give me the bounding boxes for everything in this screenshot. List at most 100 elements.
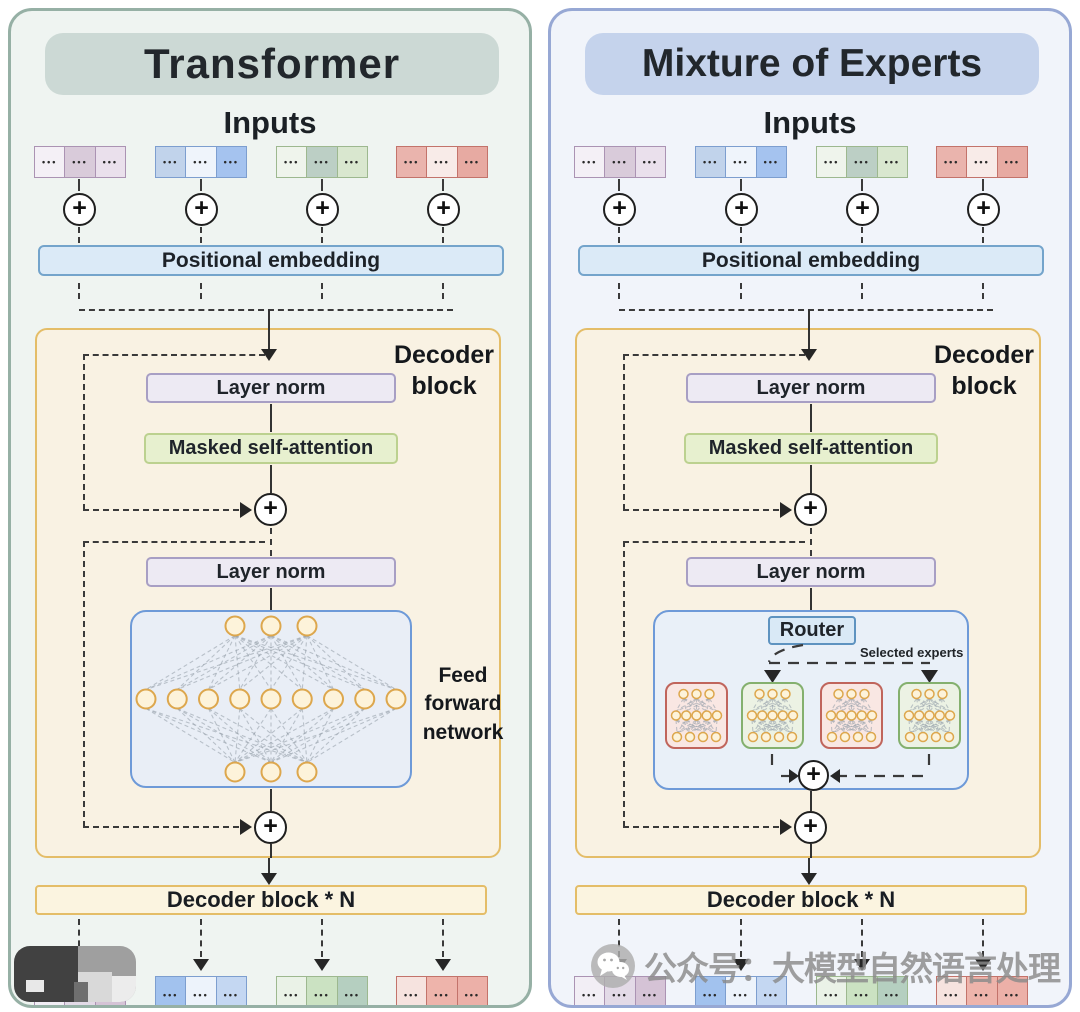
connector-line: [810, 465, 813, 493]
add-icon: +: [427, 193, 460, 226]
down-arrow-icon: [261, 873, 277, 885]
skip-connection-dashed: [623, 354, 805, 356]
token-cell: •••: [966, 147, 997, 177]
title-banner: Transformer: [45, 33, 499, 95]
censored-logo: [14, 946, 136, 1002]
inputs-label: Inputs: [223, 105, 317, 140]
token-cell: •••: [817, 977, 847, 1005]
down-arrow-icon: [193, 959, 209, 971]
skip-connection-dashed: [623, 541, 805, 543]
token-group: •••••••••: [695, 976, 787, 1005]
token-cell: •••: [277, 977, 307, 1005]
token-cell: •••: [306, 147, 337, 177]
connector-line: [270, 844, 273, 858]
decoder-block-n-bar: Decoder block * N: [575, 885, 1027, 915]
token-cell: •••: [876, 977, 907, 1005]
token-cell: •••: [185, 147, 216, 177]
expert-network-box: [741, 682, 804, 749]
token-cell: •••: [937, 147, 967, 177]
expert-merge-add-icon: +: [798, 760, 829, 791]
skip-connection-dashed: [623, 541, 625, 827]
token-cell: •••: [755, 977, 786, 1005]
connector-line: [861, 227, 863, 243]
token-group: •••••••••: [155, 976, 247, 1005]
connector-line: [618, 919, 620, 957]
connector-line: [618, 179, 620, 191]
connector-line: [268, 858, 271, 874]
selected-experts-label: Selected experts: [860, 645, 964, 660]
token-cell: •••: [575, 147, 605, 177]
token-cell: •••: [426, 147, 457, 177]
connector-line: [861, 919, 863, 957]
connector-line: [78, 227, 80, 243]
token-group: •••••••••: [155, 146, 247, 178]
token-cell: •••: [604, 147, 635, 177]
down-arrow-icon: [435, 959, 451, 971]
connector-line: [78, 919, 80, 957]
decoder-block-n-bar: Decoder block * N: [35, 885, 487, 915]
skip-connection-dashed: [83, 354, 265, 356]
connector-line: [810, 791, 813, 811]
token-cell: •••: [996, 147, 1027, 177]
down-arrow-icon: [854, 959, 870, 971]
token-cell: •••: [426, 977, 457, 1005]
token-cell: •••: [185, 977, 216, 1005]
connector-line: [740, 919, 742, 957]
token-cell: •••: [634, 147, 665, 177]
connector-line: [808, 309, 811, 351]
token-cell: •••: [725, 977, 756, 1005]
token-cell: •••: [156, 147, 186, 177]
connector-line: [982, 227, 984, 243]
connector-line: [618, 283, 620, 299]
connector-line: [861, 179, 863, 191]
token-cell: •••: [937, 977, 967, 1005]
panel-title: Mixture of Experts: [641, 42, 983, 85]
down-arrow-icon: [261, 349, 277, 361]
token-cell: •••: [156, 977, 186, 1005]
connector-line: [270, 528, 272, 556]
token-cell: •••: [876, 147, 907, 177]
connector-line: [740, 283, 742, 299]
connector-line: [270, 588, 273, 610]
token-cell: •••: [64, 147, 95, 177]
token-cell: •••: [755, 147, 786, 177]
layer-norm-box: Layer norm: [146, 373, 396, 403]
positional-embedding-bar: Positional embedding: [578, 245, 1044, 276]
right-arrow-icon: [780, 502, 792, 518]
token-cell: •••: [725, 147, 756, 177]
token-group: •••••••••: [574, 976, 666, 1005]
merge-dashed-line: [79, 309, 453, 311]
token-group: •••••••••: [276, 976, 368, 1005]
connector-line: [200, 227, 202, 243]
token-group: •••••••••: [396, 146, 488, 178]
token-cell: •••: [94, 147, 125, 177]
token-cell: •••: [35, 147, 65, 177]
connector-line: [78, 179, 80, 191]
skip-connection-dashed: [83, 509, 239, 511]
expert-network-diagram: [670, 688, 723, 743]
token-cell: •••: [336, 147, 367, 177]
token-cell: •••: [696, 147, 726, 177]
connector-line: [321, 227, 323, 243]
down-arrow-icon: [733, 959, 749, 971]
moe-experts-box: Router Selected experts: [653, 610, 969, 791]
skip-connection-dashed: [623, 354, 625, 510]
masked-self-attention-box: Masked self-attention: [684, 433, 938, 464]
token-cell: •••: [277, 147, 307, 177]
layer-norm-box: Layer norm: [146, 557, 396, 587]
token-cell: •••: [336, 977, 367, 1005]
token-group: •••••••••: [816, 146, 908, 178]
connector-line: [442, 283, 444, 299]
skip-connection-dashed: [623, 826, 779, 828]
layer-norm-box: Layer norm: [686, 557, 936, 587]
masked-self-attention-box: Masked self-attention: [144, 433, 398, 464]
connector-line: [982, 179, 984, 191]
skip-connection-dashed: [83, 541, 85, 827]
connector-line: [270, 789, 273, 811]
right-arrow-icon: [240, 819, 252, 835]
connector-line: [200, 283, 202, 299]
token-cell: •••: [846, 977, 877, 1005]
down-arrow-icon: [801, 349, 817, 361]
connector-line: [200, 919, 202, 957]
down-arrow-icon: [975, 959, 991, 971]
